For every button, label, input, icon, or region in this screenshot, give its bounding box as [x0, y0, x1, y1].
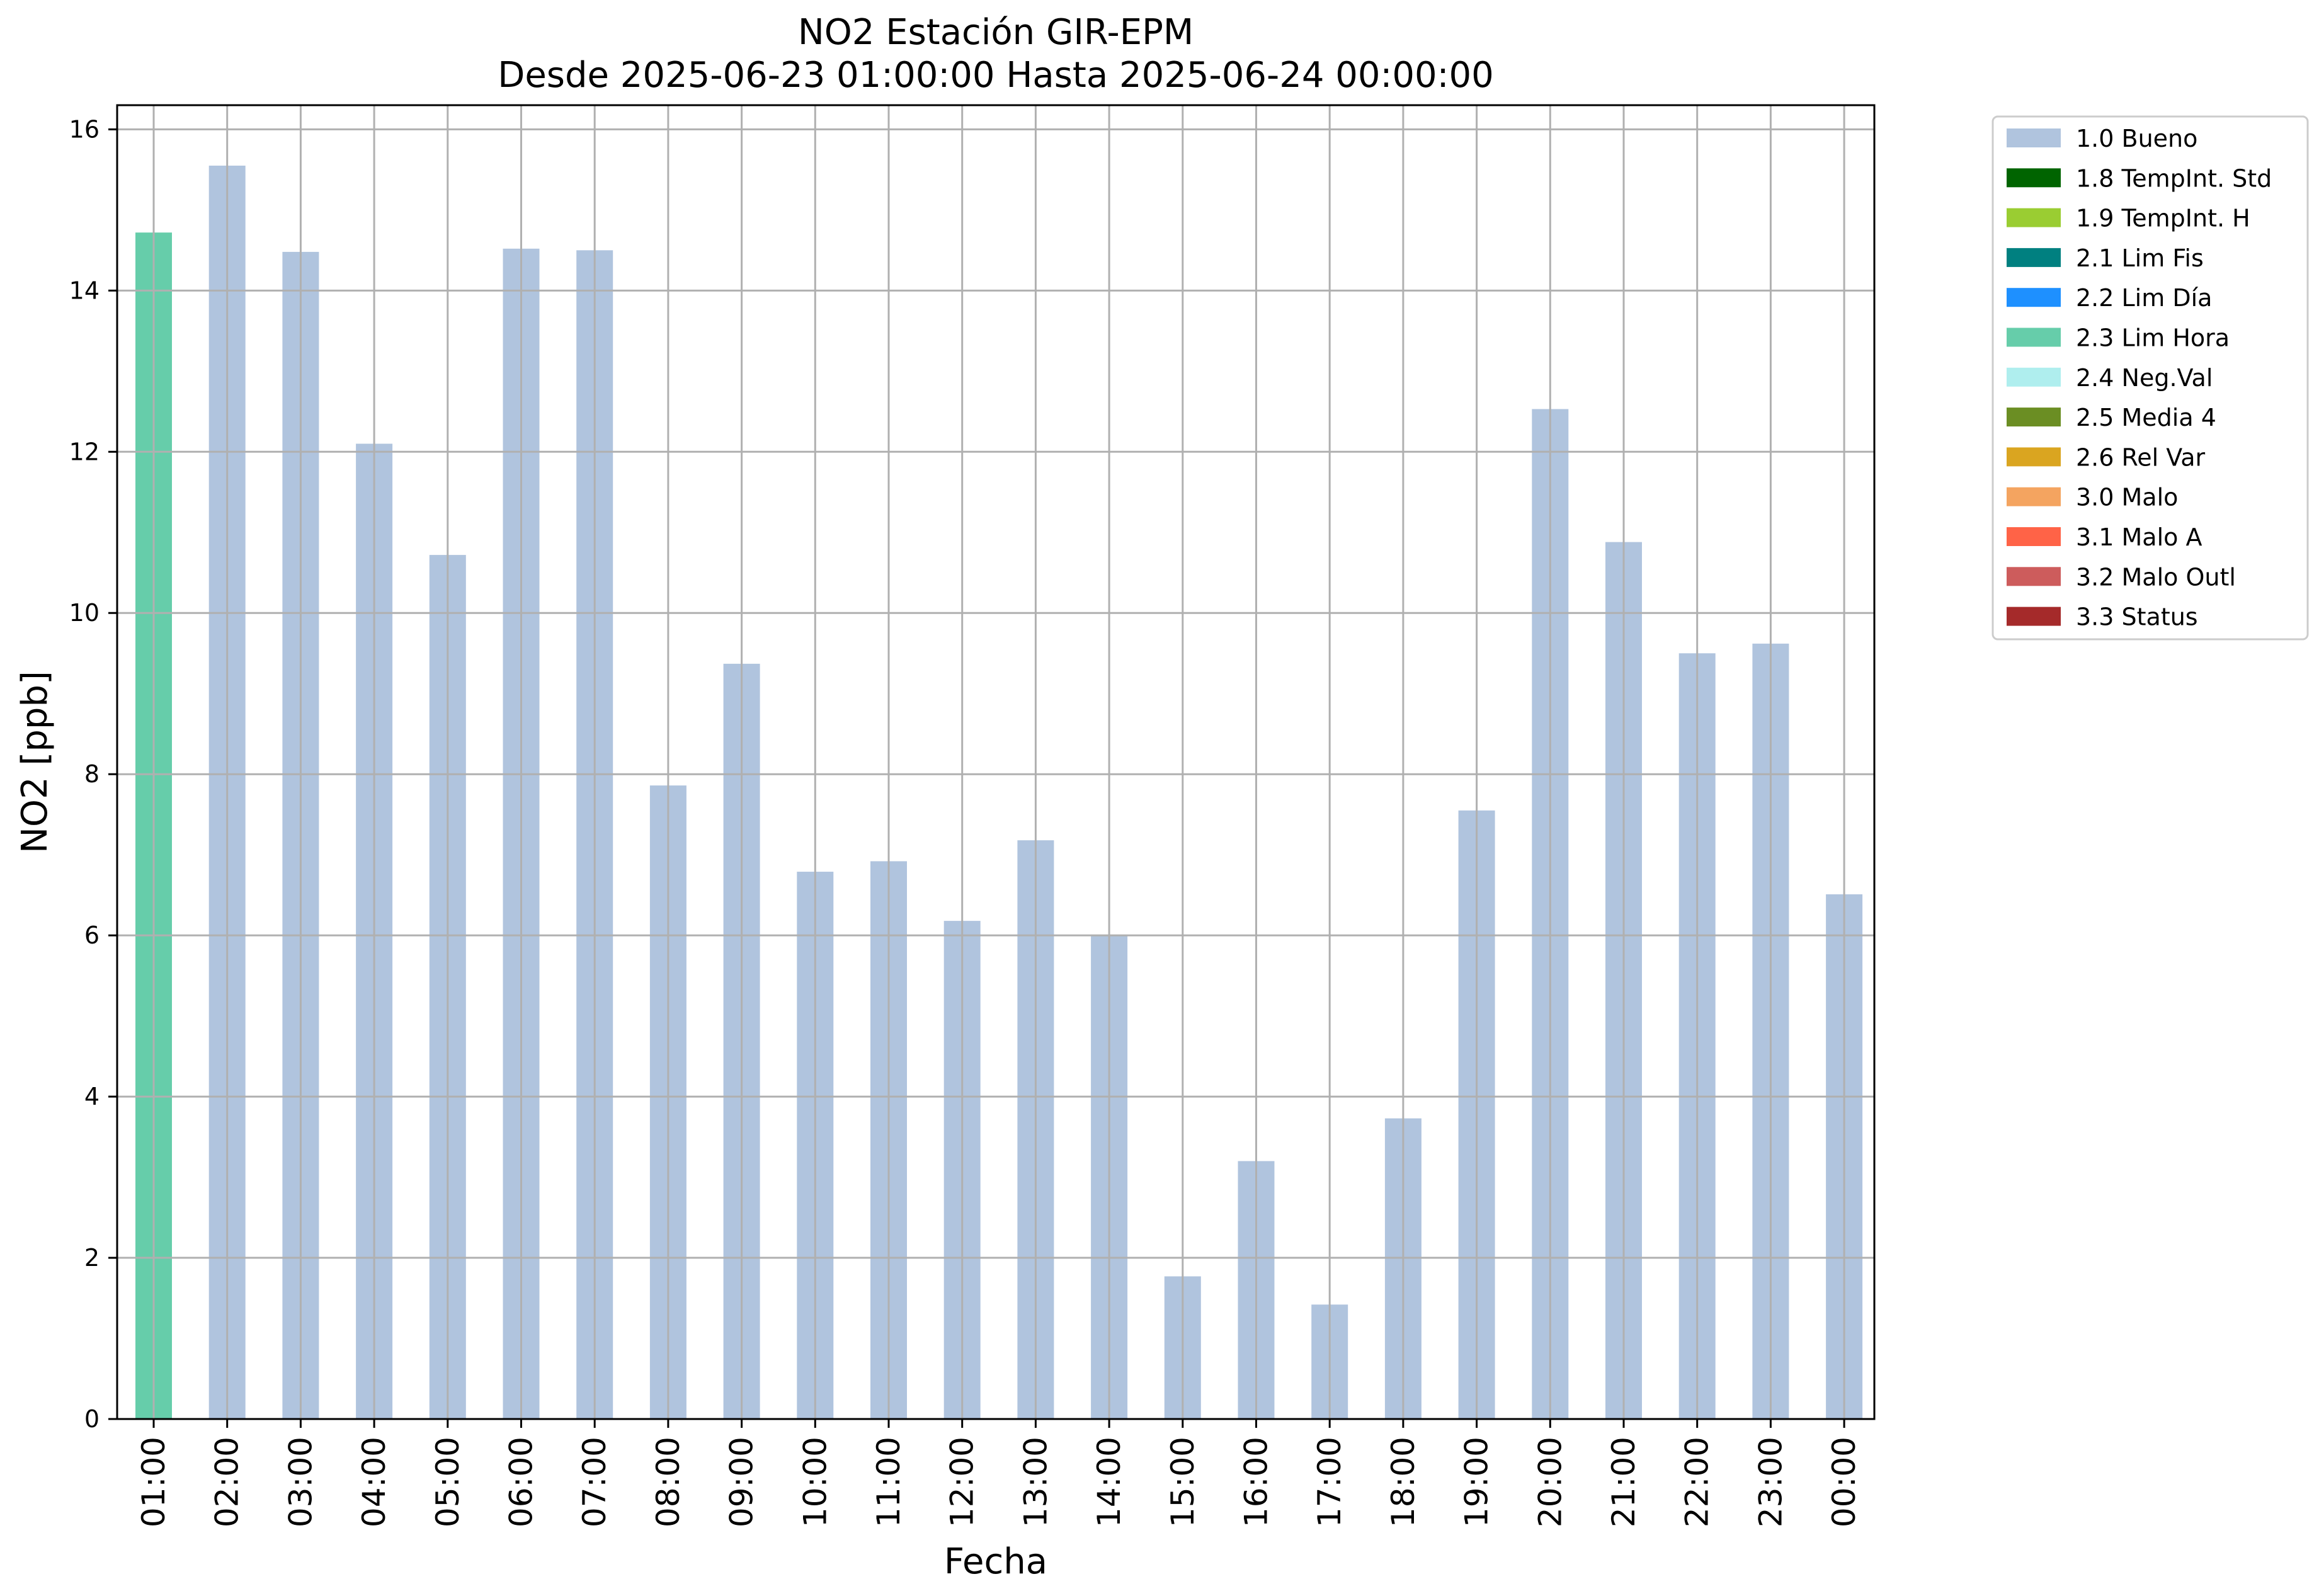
- legend-frame: [1991, 115, 2309, 641]
- y-tick-label: 8: [84, 760, 100, 788]
- y-axis-label: NO2 [ppb]: [14, 671, 55, 853]
- x-tick-label: 22:00: [1679, 1437, 1716, 1527]
- legend-entry-label: 2.2 Lim Día: [2076, 284, 2212, 312]
- legend-entry-label: 3.3 Status: [2076, 603, 2198, 631]
- y-tick-label: 16: [69, 115, 100, 143]
- x-tick-label: 06:00: [503, 1437, 540, 1527]
- legend-entry-label: 1.9 TempInt. H: [2076, 205, 2250, 232]
- legend-swatch: [2007, 328, 2061, 347]
- x-tick-label: 18:00: [1385, 1437, 1422, 1527]
- legend: 1.0 Bueno 1.8 TempInt. Std 1.9 TempInt. H 2…: [1991, 115, 2309, 641]
- x-tick-label: 08:00: [650, 1437, 687, 1527]
- chart-subtitle: Desde 2025-06-23 01:00:00 Hasta 2025-06-…: [498, 55, 1494, 96]
- y-tick-label: 14: [69, 276, 100, 304]
- legend-entry-label: 2.6 Rel Var: [2076, 443, 2206, 471]
- x-tick-label: 17:00: [1311, 1437, 1348, 1527]
- legend-entry-label: 3.2 Malo Outl: [2076, 563, 2236, 591]
- x-tick-label: 20:00: [1532, 1437, 1568, 1527]
- x-tick-label: 05:00: [430, 1437, 466, 1527]
- x-tick-label: 14:00: [1091, 1437, 1127, 1527]
- legend-swatch: [2007, 208, 2061, 227]
- grid-lines: [117, 105, 1874, 1420]
- y-tick-label: 6: [84, 921, 100, 949]
- x-tick-label: 07:00: [576, 1437, 613, 1527]
- y-axis-ticks: 0 2 4 6 8 10 12 14 16: [69, 115, 117, 1433]
- legend-entry-label: 2.1 Lim Fis: [2076, 244, 2204, 272]
- x-tick-label: 19:00: [1459, 1437, 1495, 1527]
- legend-entry-label: 2.5 Media 4: [2076, 404, 2216, 431]
- y-tick-label: 12: [69, 438, 100, 465]
- x-tick-label: 21:00: [1605, 1437, 1642, 1527]
- legend-swatch: [2007, 527, 2061, 546]
- x-tick-label: 12:00: [944, 1437, 981, 1527]
- legend-swatch: [2007, 567, 2061, 586]
- x-tick-label: 23:00: [1752, 1437, 1789, 1527]
- legend-swatch: [2007, 168, 2061, 188]
- legend-entry-label: 3.0 Malo: [2076, 484, 2178, 511]
- y-tick-label: 10: [69, 599, 100, 627]
- legend-swatch: [2007, 408, 2061, 427]
- x-tick-label: 01:00: [135, 1437, 172, 1527]
- x-tick-label: 13:00: [1017, 1437, 1054, 1527]
- legend-swatch: [2007, 487, 2061, 506]
- legend-entry-label: 3.1 Malo A: [2076, 523, 2202, 551]
- x-tick-label: 15:00: [1165, 1437, 1201, 1527]
- x-tick-label: 02:00: [209, 1437, 246, 1527]
- legend-entry-label: 2.4 Neg.Val: [2076, 364, 2213, 392]
- x-axis-label: Fecha: [944, 1541, 1047, 1582]
- x-tick-label: 03:00: [282, 1437, 319, 1527]
- legend-entry-label: 2.3 Lim Hora: [2076, 324, 2230, 352]
- legend-swatch: [2007, 607, 2061, 626]
- x-tick-label: 10:00: [797, 1437, 833, 1527]
- legend-swatch: [2007, 128, 2061, 147]
- x-tick-label: 16:00: [1238, 1437, 1275, 1527]
- legend-entry-label: 1.8 TempInt. Std: [2076, 164, 2272, 192]
- y-tick-label: 2: [84, 1244, 100, 1272]
- legend-swatch: [2007, 367, 2061, 387]
- legend-swatch: [2007, 288, 2061, 307]
- chart-title: NO2 Estación GIR-EPM: [798, 12, 1194, 53]
- y-tick-label: 0: [84, 1405, 100, 1433]
- y-tick-label: 4: [84, 1083, 100, 1110]
- x-tick-label: 00:00: [1826, 1437, 1862, 1527]
- x-tick-label: 09:00: [724, 1437, 760, 1527]
- legend-swatch: [2007, 447, 2061, 467]
- plot-area-frame: [116, 104, 1876, 1420]
- x-axis-ticks: 01:00 02:00 03:00 04:00 05:00 06:00 07:00 08:00…: [135, 1419, 1862, 1527]
- legend-entry-label: 1.0 Bueno: [2076, 125, 2197, 152]
- x-tick-label: 04:00: [356, 1437, 392, 1527]
- bars: [135, 165, 1863, 1420]
- x-tick-label: 11:00: [870, 1437, 907, 1527]
- legend-swatch: [2007, 248, 2061, 267]
